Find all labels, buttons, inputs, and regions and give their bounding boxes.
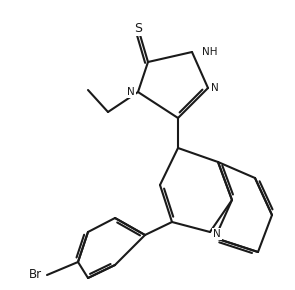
Text: NH: NH bbox=[202, 47, 217, 57]
Text: N: N bbox=[127, 87, 135, 97]
Text: N: N bbox=[211, 83, 219, 93]
Text: S: S bbox=[134, 21, 142, 35]
Text: Br: Br bbox=[28, 269, 42, 282]
Text: N: N bbox=[213, 229, 221, 239]
